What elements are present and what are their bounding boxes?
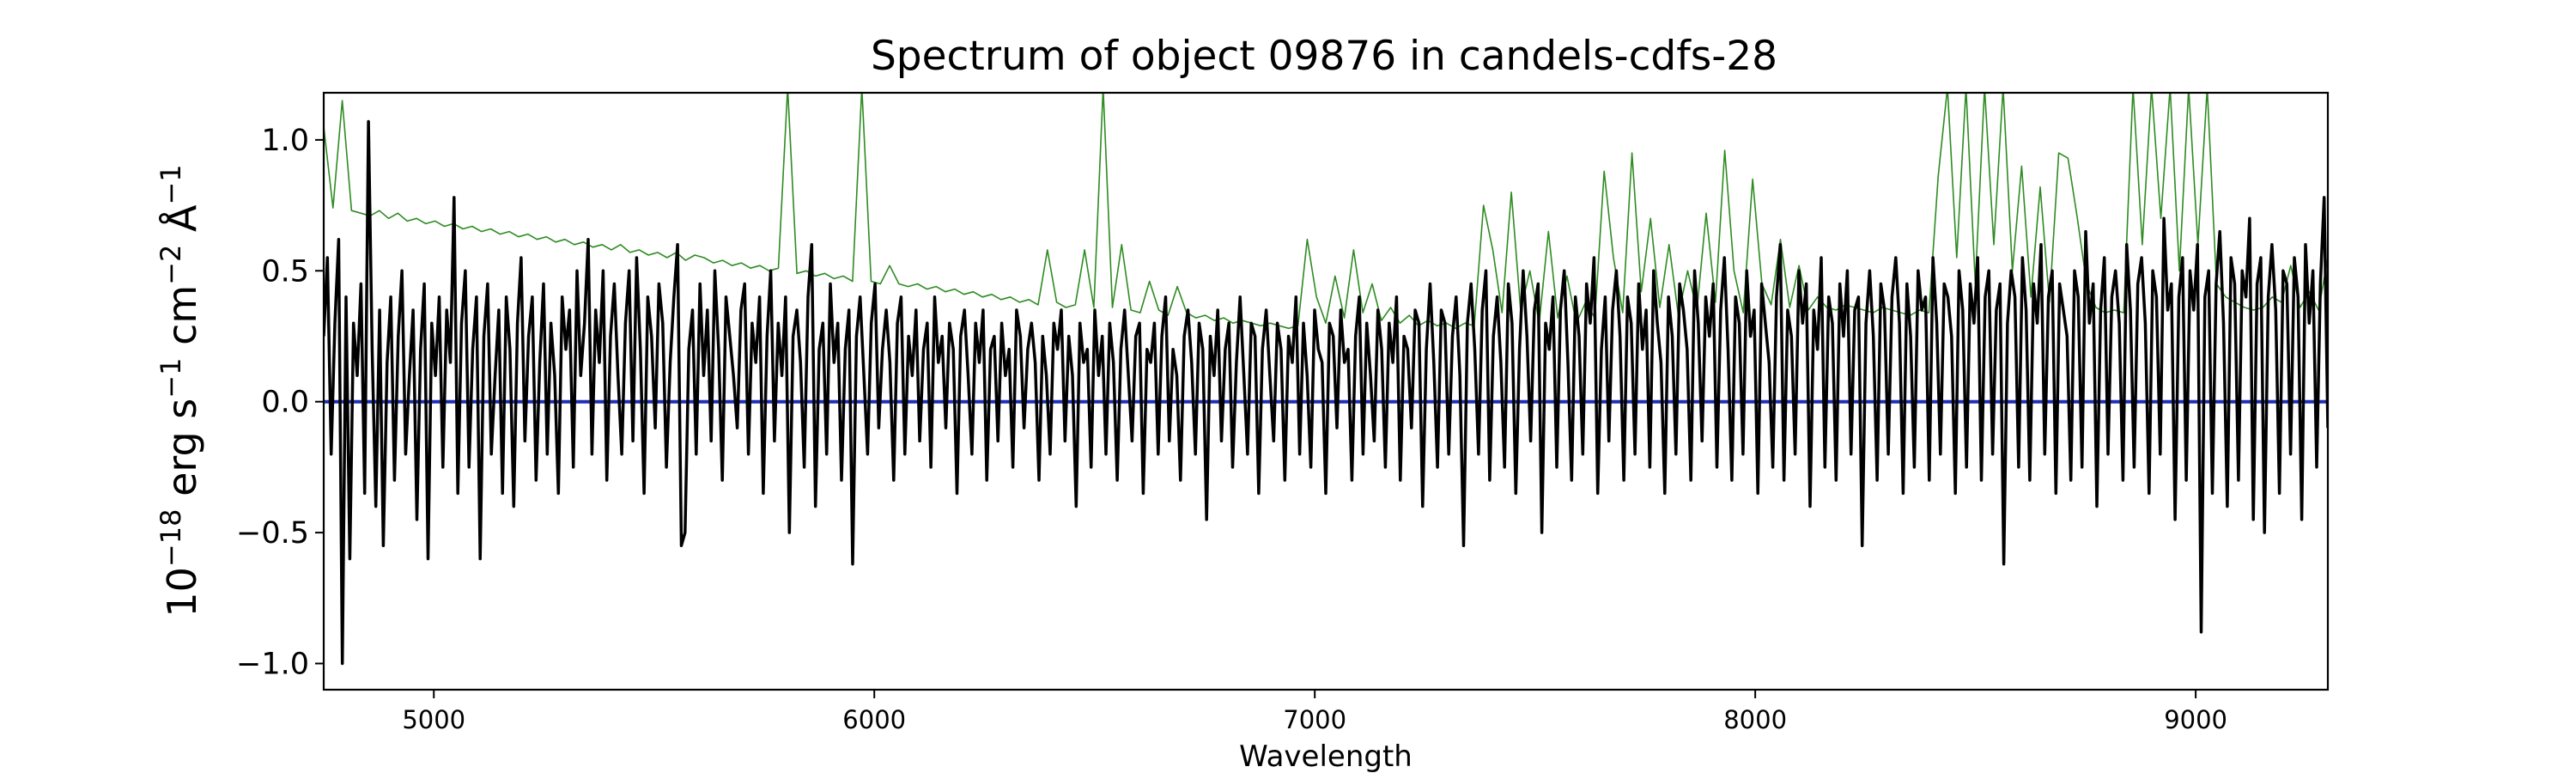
chart-title: Spectrum of object 09876 in candels-cdfs… — [871, 33, 1777, 80]
y-tick-label: 0.0 — [261, 386, 309, 420]
x-tick-label: 8000 — [1723, 705, 1787, 734]
plot-frame — [322, 91, 2330, 691]
y-label-cm: cm — [159, 285, 205, 358]
x-axis: 5000 6000 7000 8000 9000 — [402, 690, 2227, 734]
plot-lines-group — [324, 93, 2328, 666]
error-series-line — [324, 93, 2328, 330]
x-axis-label: Wavelength — [1239, 740, 1413, 773]
y-label-exp-1: −18 — [155, 509, 187, 568]
y-label-exp-2: −1 — [155, 358, 187, 399]
y-label-exp-4: −1 — [155, 164, 187, 204]
y-tick-label: 0.5 — [261, 254, 309, 289]
y-label-angstrom: Å — [159, 204, 205, 245]
y-label-erg: erg s — [159, 399, 205, 509]
x-tick-label: 9000 — [2164, 705, 2227, 734]
flux-series-line — [324, 119, 2328, 666]
x-tick-label: 5000 — [402, 705, 465, 734]
y-axis: −1.0 −0.5 0.0 0.5 1.0 — [236, 124, 324, 682]
y-label-exp-3: −2 — [155, 245, 187, 285]
y-label-base: 10 — [159, 567, 205, 618]
y-tick-label: −0.5 — [236, 516, 309, 551]
y-axis-label: 10−18 erg s−1 cm−2 Å−1 — [155, 164, 205, 617]
y-tick-label: −1.0 — [236, 648, 309, 682]
x-tick-label: 6000 — [842, 705, 906, 734]
x-tick-label: 7000 — [1283, 705, 1346, 734]
y-tick-label: 1.0 — [261, 124, 309, 158]
